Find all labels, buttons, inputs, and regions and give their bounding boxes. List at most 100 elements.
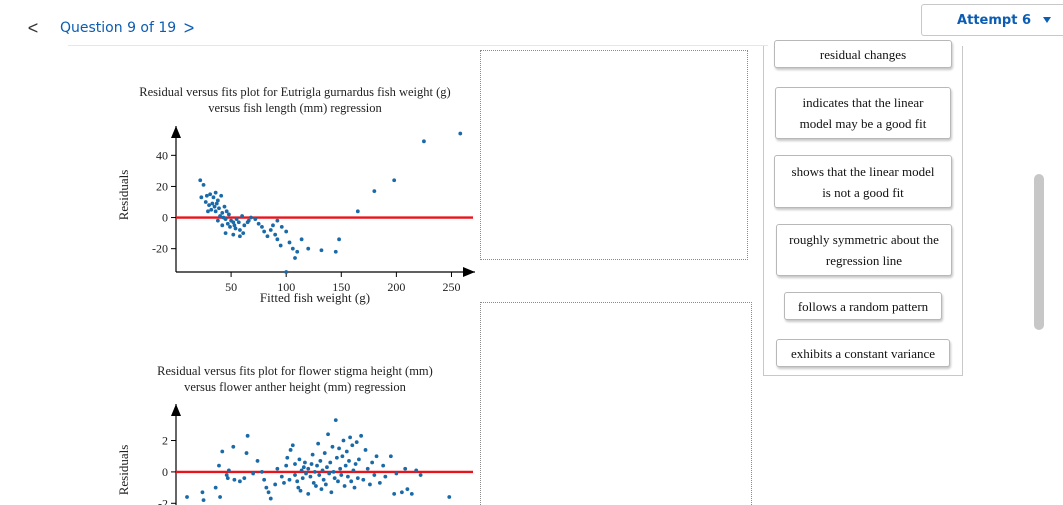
header-divider xyxy=(68,45,768,46)
data-point xyxy=(246,218,251,223)
y-tick-label: 0 xyxy=(162,211,168,225)
data-point xyxy=(242,223,247,228)
x-tick-label: 100 xyxy=(277,280,295,294)
data-point xyxy=(204,193,209,198)
data-point xyxy=(298,488,303,493)
data-point xyxy=(334,455,339,460)
data-point xyxy=(213,209,218,214)
data-point xyxy=(220,210,225,215)
answer-chip-random-pattern[interactable]: follows a random pattern xyxy=(784,292,942,320)
y-tick-label: -20 xyxy=(152,242,168,256)
plot-title-line: versus flower anther height (mm) regress… xyxy=(184,380,406,394)
data-point xyxy=(323,482,328,487)
previous-question-button[interactable]: < xyxy=(24,17,42,39)
data-point xyxy=(271,223,275,228)
data-point xyxy=(217,206,221,211)
data-point xyxy=(316,441,321,446)
data-point xyxy=(285,455,290,460)
data-point xyxy=(414,468,419,473)
data-point xyxy=(219,193,224,198)
answer-chip-residual-changes[interactable]: residual changes xyxy=(774,40,952,68)
answer-chip-symmetric-about-line[interactable]: roughly symmetric about the regression l… xyxy=(776,224,952,276)
data-point xyxy=(245,433,250,438)
data-point xyxy=(231,444,236,449)
data-point xyxy=(293,473,297,477)
data-point xyxy=(422,139,426,144)
residual-plot-flower: Residual versus fits plot for flower sti… xyxy=(110,360,480,505)
data-point xyxy=(328,460,333,465)
attempt-label: Attempt 6 xyxy=(957,12,1031,28)
data-point xyxy=(326,432,330,437)
data-point xyxy=(325,465,329,470)
data-point xyxy=(374,454,379,459)
y-axis-arrow xyxy=(171,126,181,138)
x-axis-arrow xyxy=(463,267,475,277)
data-point xyxy=(242,476,247,481)
data-point xyxy=(319,487,324,492)
y-tick-label: -2 xyxy=(158,496,168,505)
data-point xyxy=(319,248,324,253)
data-point xyxy=(222,204,227,209)
data-point xyxy=(296,485,301,490)
scrollbar-thumb[interactable] xyxy=(1034,174,1044,330)
data-point xyxy=(357,457,361,462)
data-point xyxy=(299,237,304,242)
data-point xyxy=(262,477,267,482)
answer-chip-constant-variance[interactable]: exhibits a constant variance xyxy=(776,339,950,367)
data-point xyxy=(315,463,319,468)
data-point xyxy=(405,487,410,492)
answer-chip-linear-model-good-fit[interactable]: indicates that the linear model may be a… xyxy=(775,87,951,139)
data-point xyxy=(320,468,325,473)
data-point xyxy=(220,223,225,228)
data-point xyxy=(290,246,295,251)
y-tick-label: 40 xyxy=(156,148,168,162)
data-point xyxy=(297,457,302,462)
data-point xyxy=(218,495,222,499)
data-point xyxy=(388,454,393,459)
answer-chip-linear-model-not-good-fit[interactable]: shows that the linear model is not a goo… xyxy=(774,155,952,208)
x-tick-label: 250 xyxy=(442,280,460,294)
data-point xyxy=(314,484,318,488)
data-point xyxy=(238,234,242,239)
data-point xyxy=(275,466,280,471)
data-point xyxy=(301,465,306,470)
plot-title-line: Residual versus fits plot for Eutrigla g… xyxy=(139,85,451,99)
data-point xyxy=(352,485,357,490)
data-point xyxy=(321,477,326,482)
data-point xyxy=(368,482,372,487)
data-point xyxy=(340,454,345,459)
data-point xyxy=(217,463,221,468)
data-point xyxy=(279,474,284,479)
data-point xyxy=(344,449,349,454)
scatter-chart: 2 0 -2 Residuals xyxy=(116,404,473,505)
plot-title-line: Residual versus fits plot for flower sti… xyxy=(157,364,433,378)
data-point xyxy=(303,460,307,465)
data-point xyxy=(330,444,335,449)
plot-title: Residual versus fits plot for flower sti… xyxy=(110,363,480,395)
plot-title: Residual versus fits plot for Eutrigla g… xyxy=(110,84,480,116)
next-question-button[interactable]: > xyxy=(180,17,198,39)
data-point xyxy=(383,474,388,479)
x-tick-label: 150 xyxy=(332,280,350,294)
data-point xyxy=(347,459,351,463)
data-point xyxy=(228,224,232,229)
answer-drop-zone-1[interactable] xyxy=(480,50,748,260)
data-point xyxy=(287,240,292,245)
answer-drop-zone-2[interactable] xyxy=(480,302,752,505)
data-point xyxy=(392,491,397,496)
data-point xyxy=(306,246,311,251)
data-point xyxy=(208,192,213,197)
data-point xyxy=(348,435,352,440)
data-point xyxy=(355,209,360,214)
data-point xyxy=(295,479,300,484)
residual-plot-fish: Residual versus fits plot for Eutrigla g… xyxy=(110,80,480,310)
data-point xyxy=(284,270,289,274)
data-point xyxy=(365,466,370,471)
attempt-dropdown[interactable]: Attempt 6 xyxy=(921,4,1063,36)
data-point xyxy=(273,482,278,487)
y-tick-label: 2 xyxy=(162,434,168,448)
data-point xyxy=(329,490,334,495)
data-point xyxy=(275,218,280,223)
data-point xyxy=(282,480,286,485)
y-tick-label: 20 xyxy=(156,179,168,193)
